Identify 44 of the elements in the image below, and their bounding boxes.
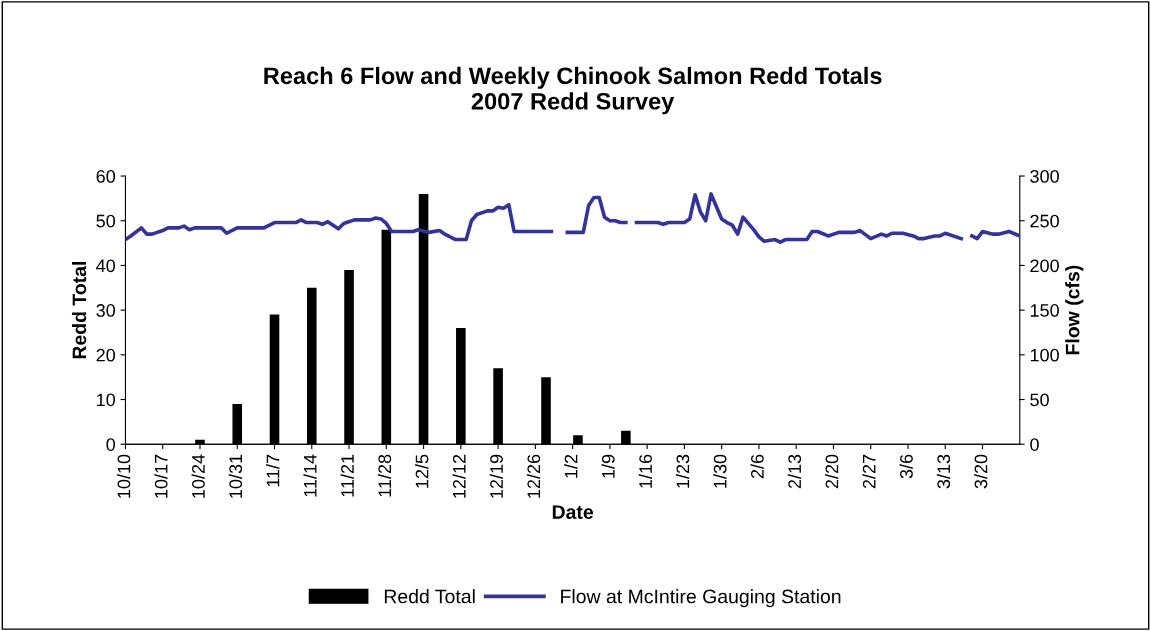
x-tick-label: 12/19 — [489, 454, 503, 498]
x-tick-label: 11/14 — [303, 454, 317, 497]
x-tick-label: 11/7 — [266, 454, 280, 487]
x-tick-label: 3/20 — [974, 454, 988, 489]
y2-tick-label: 0 — [1030, 438, 1039, 451]
y2-tick-label: 250 — [1030, 214, 1059, 228]
chart-title: Reach 6 Flow and Weekly Chinook Salmon Redd Totals 2007 Redd Survey — [264, 66, 882, 115]
x-axis-title: Date — [552, 505, 594, 519]
y2-tick-label: 200 — [1030, 259, 1059, 273]
x-tick-label: 3/13 — [936, 454, 951, 489]
x-tick-label: 1/2 — [564, 454, 578, 478]
x-tick-label: 12/26 — [526, 454, 541, 498]
legend-label: Flow at McIntire Gauging Station — [561, 589, 841, 608]
x-tick-label: 1/30 — [713, 454, 727, 488]
y-tick-label: 20 — [96, 348, 116, 362]
x-tick-label: 11/28 — [377, 454, 392, 497]
y-tick-label: 60 — [96, 169, 116, 183]
y-tick-label: 10 — [97, 393, 116, 407]
x-tick-label: 11/21 — [340, 454, 354, 497]
y-tick-label: 50 — [96, 214, 116, 228]
y2-axis-title: Flow (cfs) — [1065, 265, 1084, 355]
x-tick-label: 10/24 — [191, 454, 205, 498]
y2-tick-label: 300 — [1030, 169, 1059, 183]
y-tick-label: 30 — [96, 304, 116, 317]
x-tick-label: 3/6 — [899, 454, 913, 479]
x-tick-label: 1/16 — [638, 454, 652, 488]
legend-label: Redd Total — [384, 589, 475, 604]
x-tick-label: 10/31 — [228, 454, 243, 498]
x-tick-label: 10/10 — [117, 454, 131, 498]
y-tick-label: 40 — [96, 259, 116, 273]
x-tick-label: 2/20 — [825, 454, 839, 489]
x-tick-label: 12/12 — [452, 454, 466, 498]
x-tick-label: 10/17 — [154, 454, 168, 498]
y-axis-title: Redd Total — [71, 262, 87, 359]
y2-tick-label: 100 — [1030, 348, 1059, 362]
y2-tick-label: 50 — [1030, 393, 1049, 407]
x-tick-label: 2/6 — [750, 454, 764, 479]
x-tick-label: 12/5 — [415, 454, 429, 488]
x-tick-label: 1/23 — [676, 454, 690, 488]
x-tick-label: 2/27 — [862, 454, 876, 489]
x-tick-label: 1/9 — [601, 454, 615, 478]
y2-tick-label: 150 — [1030, 304, 1059, 317]
y-tick-label: 0 — [106, 438, 116, 451]
x-tick-label: 2/13 — [787, 454, 802, 489]
